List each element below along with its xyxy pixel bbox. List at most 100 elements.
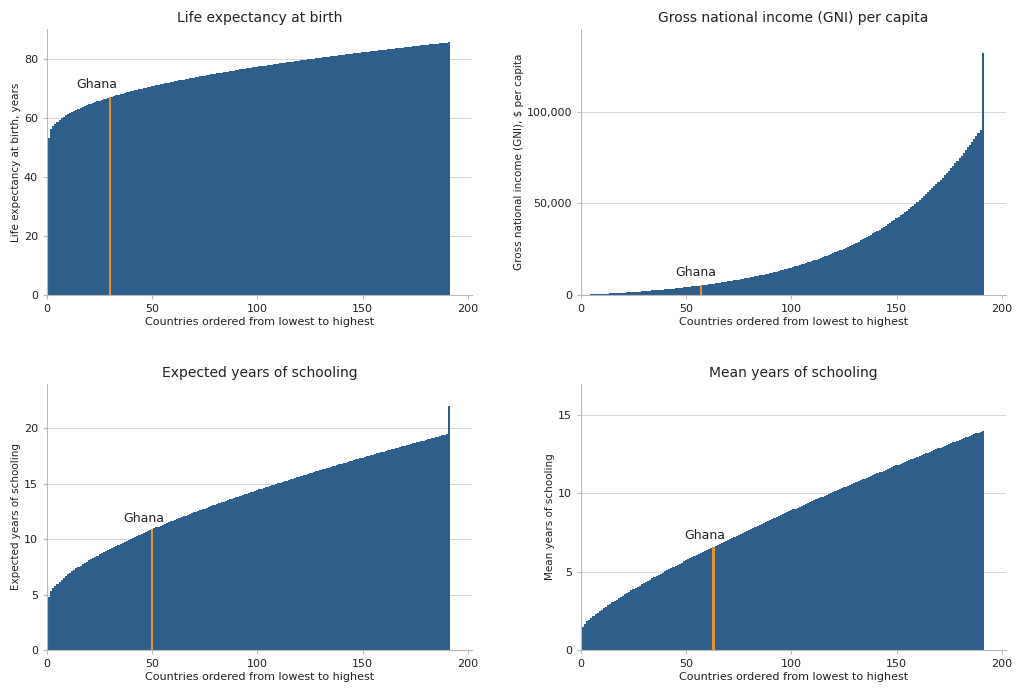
Bar	[969, 145, 971, 295]
Bar	[273, 64, 275, 295]
Bar	[769, 273, 771, 295]
Bar	[286, 62, 288, 295]
Bar	[982, 431, 984, 650]
Bar	[162, 84, 164, 295]
Bar	[933, 186, 936, 295]
Bar	[925, 195, 927, 295]
Bar	[824, 495, 826, 650]
Bar	[731, 281, 733, 295]
Y-axis label: Expected years of schooling: Expected years of schooling	[11, 444, 22, 590]
Bar	[657, 290, 659, 295]
Bar	[961, 156, 963, 295]
Bar	[629, 592, 631, 650]
Bar	[154, 528, 156, 650]
Bar	[954, 441, 956, 650]
Bar	[288, 480, 290, 650]
Bar	[343, 55, 345, 295]
Bar	[399, 447, 401, 650]
Bar	[158, 527, 160, 650]
Bar	[885, 470, 887, 650]
Bar	[927, 453, 929, 650]
Bar	[622, 292, 625, 295]
Bar	[76, 568, 78, 650]
Bar	[134, 90, 136, 295]
Bar	[775, 517, 777, 650]
Bar	[817, 258, 820, 295]
Bar	[96, 101, 98, 295]
Bar	[298, 60, 301, 295]
Bar	[950, 168, 952, 295]
Bar	[767, 274, 769, 295]
Bar	[425, 45, 427, 295]
Bar	[717, 283, 719, 295]
Bar	[948, 170, 950, 295]
Bar	[895, 466, 898, 650]
Bar	[389, 49, 391, 295]
Bar	[830, 254, 833, 295]
Bar	[271, 485, 273, 650]
Bar	[868, 477, 870, 650]
Bar	[220, 502, 223, 650]
Bar	[655, 290, 657, 295]
Bar	[280, 482, 282, 650]
Bar	[414, 46, 417, 295]
Bar	[445, 42, 447, 295]
Bar	[866, 477, 868, 650]
Bar	[284, 481, 286, 650]
Bar	[136, 536, 138, 650]
Bar	[210, 74, 212, 295]
Bar	[946, 173, 948, 295]
Bar	[879, 473, 881, 650]
Bar	[198, 77, 200, 295]
Bar	[893, 466, 896, 650]
Bar	[975, 136, 978, 295]
Bar	[691, 557, 693, 650]
Bar	[292, 479, 294, 650]
Bar	[140, 534, 142, 650]
Bar	[727, 281, 729, 295]
Bar	[797, 266, 799, 295]
Bar	[146, 531, 150, 650]
Bar	[635, 292, 637, 295]
Bar	[841, 249, 843, 295]
Bar	[942, 177, 944, 295]
Bar	[657, 575, 659, 650]
Bar	[100, 553, 102, 650]
Bar	[885, 226, 887, 295]
Bar	[132, 538, 134, 650]
Bar	[777, 516, 780, 650]
Bar	[967, 437, 969, 650]
Bar	[80, 108, 82, 295]
Bar	[56, 121, 58, 295]
Bar	[265, 487, 267, 650]
Bar	[164, 83, 166, 295]
Bar	[599, 611, 601, 650]
Bar	[67, 574, 70, 650]
Bar	[423, 45, 425, 295]
Bar	[649, 579, 651, 650]
Bar	[374, 51, 376, 295]
Bar	[927, 193, 929, 295]
Bar	[172, 82, 174, 295]
Bar	[887, 225, 889, 295]
Bar	[52, 588, 54, 650]
Bar	[322, 469, 324, 650]
Bar	[753, 527, 755, 650]
Bar	[781, 514, 784, 650]
Bar	[425, 440, 427, 650]
Bar	[691, 286, 693, 295]
Bar	[242, 495, 244, 650]
Bar	[191, 78, 194, 295]
Bar	[971, 141, 974, 295]
Bar	[242, 69, 244, 295]
Bar	[737, 534, 740, 650]
Bar	[132, 91, 134, 295]
Bar	[925, 453, 927, 650]
Bar	[439, 436, 441, 650]
Bar	[142, 533, 145, 650]
Bar	[313, 59, 315, 295]
Bar	[797, 507, 799, 650]
Bar	[178, 80, 180, 295]
Bar	[406, 47, 408, 295]
Bar	[180, 517, 182, 650]
